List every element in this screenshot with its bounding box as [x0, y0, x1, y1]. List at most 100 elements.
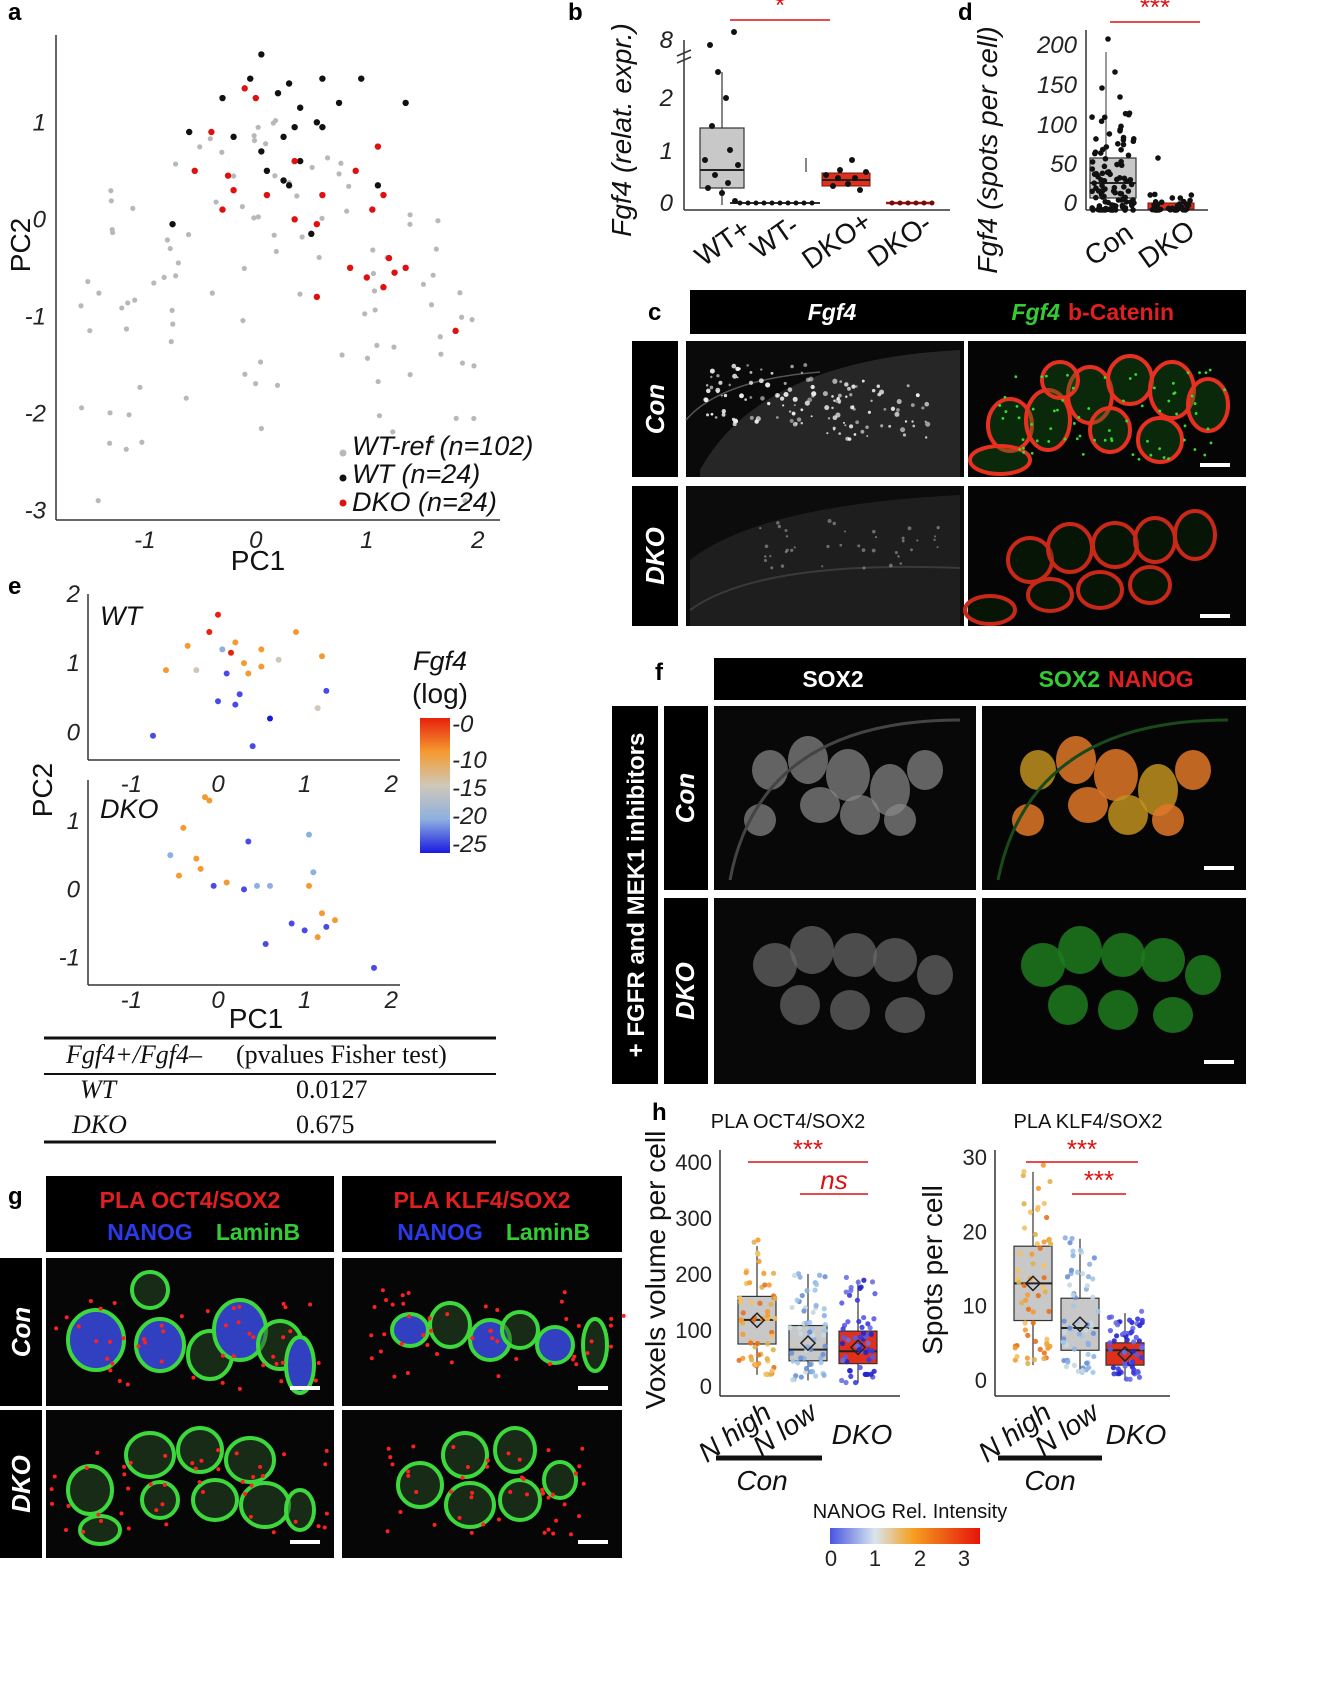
d-point-con — [1102, 155, 1109, 162]
h-left-point — [846, 1292, 853, 1298]
g-pla-spot — [554, 1518, 559, 1523]
panel-a-xlabel: PC1 — [231, 545, 285, 576]
h-right-sig-2: *** — [1084, 1165, 1114, 1195]
g-pla-spot — [407, 1314, 412, 1319]
h-right-point — [1115, 1322, 1121, 1328]
c-fgf4-spot — [844, 424, 847, 427]
h-right-point — [1060, 1339, 1067, 1345]
c-fgf4-spot — [775, 416, 779, 419]
g-pla-spot — [457, 1515, 462, 1520]
h-left-point — [798, 1331, 804, 1337]
c-fgf4-spot — [845, 395, 848, 399]
e-point-wt — [219, 646, 226, 653]
f-nucleus — [1020, 750, 1056, 790]
g-pla-spot — [160, 1502, 165, 1507]
c-fgf4-spot — [703, 397, 709, 403]
h-right-point — [1021, 1282, 1027, 1289]
g-pla-spot — [148, 1482, 153, 1487]
h-right-point — [1129, 1329, 1135, 1335]
h-left-point — [818, 1355, 824, 1361]
d-point-con — [1089, 114, 1095, 120]
g-image-con-oct4 — [46, 1258, 334, 1406]
a-ytick: 1 — [33, 109, 46, 136]
h-left-point — [857, 1285, 863, 1291]
c-fgf4-spot — [710, 375, 713, 379]
g-pla-spot — [258, 1464, 263, 1469]
f-nucleus — [1058, 926, 1102, 974]
h-right-point — [1083, 1327, 1089, 1333]
b-point-wt-minus — [761, 200, 767, 206]
c-fgf4-spot — [833, 399, 836, 403]
f-nucleus — [840, 795, 880, 835]
h-right-point — [1023, 1297, 1029, 1303]
c-fgf4-spot — [897, 555, 900, 558]
scatter-point-wt-ref — [272, 173, 278, 179]
scatter-point-wt — [335, 99, 343, 107]
g-pla-spot — [313, 1378, 318, 1383]
g-pla-spot — [400, 1293, 405, 1298]
panel-label-b: b — [568, 0, 583, 26]
c-fgf4-spot — [907, 526, 912, 531]
panel-label-h: h — [652, 1099, 667, 1126]
h-right-point — [1016, 1279, 1022, 1286]
cell — [1133, 516, 1177, 564]
h-right-point — [1014, 1354, 1020, 1360]
b-point-dko-plus — [863, 169, 869, 175]
c-fgf4-spot — [899, 562, 903, 565]
e-bottom-ytick: -1 — [59, 945, 80, 972]
g-pla-spot — [386, 1446, 391, 1451]
h-right-point — [1127, 1376, 1133, 1382]
h-right-point — [1047, 1178, 1053, 1185]
d-point-con — [1105, 36, 1111, 42]
e-colorbar-tick: -25 — [452, 831, 487, 858]
h-left-point — [869, 1279, 876, 1285]
scatter-point-wt-ref — [207, 136, 213, 142]
scatter-point-dko — [263, 191, 271, 199]
h-right-point — [1085, 1340, 1091, 1346]
c-fgf4-spot — [728, 383, 732, 387]
g-pla-spot — [237, 1304, 242, 1309]
g-pla-spot — [506, 1451, 511, 1456]
e-point-wt — [232, 701, 239, 708]
e-point-wt — [215, 698, 221, 705]
g-pla-spot — [84, 1466, 89, 1471]
c-fgf4-spot — [800, 408, 804, 412]
scatter-point-wt-ref — [375, 378, 381, 385]
h-left-point — [756, 1360, 762, 1367]
g-nucleus — [441, 1431, 489, 1479]
scatter-point-wt-ref — [309, 164, 315, 171]
f-nucleus — [833, 933, 877, 977]
h-right-point — [1107, 1340, 1113, 1346]
c-green-spot — [1072, 422, 1076, 425]
g-pla-spot — [159, 1323, 164, 1328]
e-top-xtick: -1 — [121, 771, 142, 798]
scatter-point-wt-ref — [370, 247, 376, 253]
g-pla-spot — [576, 1323, 581, 1328]
h-left-point — [865, 1340, 871, 1346]
c-fgf4-spot — [784, 529, 788, 533]
c-fgf4-spot — [888, 563, 893, 568]
h-left-point — [769, 1333, 775, 1339]
d-point-con — [1101, 163, 1108, 170]
g-pla-spot — [427, 1316, 432, 1321]
g-pla-spot — [81, 1529, 86, 1534]
g-pla-spot — [508, 1489, 513, 1494]
d-point-dko — [1158, 199, 1165, 206]
c-fgf4-spot — [784, 550, 788, 554]
h-left-point — [751, 1239, 757, 1245]
h-left-point — [822, 1343, 828, 1349]
c-fgf4-spot — [826, 432, 829, 435]
d-point-con — [1096, 207, 1103, 213]
c-green-spot — [1017, 416, 1021, 420]
scatter-point-wt-ref — [462, 498, 468, 504]
h-left-point — [763, 1371, 769, 1377]
d-point-con — [1114, 140, 1121, 147]
h-right-point — [1061, 1318, 1067, 1324]
h-right-point — [1015, 1268, 1021, 1274]
b-point-dko-plus — [845, 181, 851, 187]
c-green-spot — [1193, 402, 1197, 405]
c-fgf4-spot — [792, 396, 798, 402]
scatter-point-wt — [285, 80, 293, 87]
g-pla-spot — [621, 1313, 626, 1318]
g-pla-spot — [398, 1510, 403, 1515]
